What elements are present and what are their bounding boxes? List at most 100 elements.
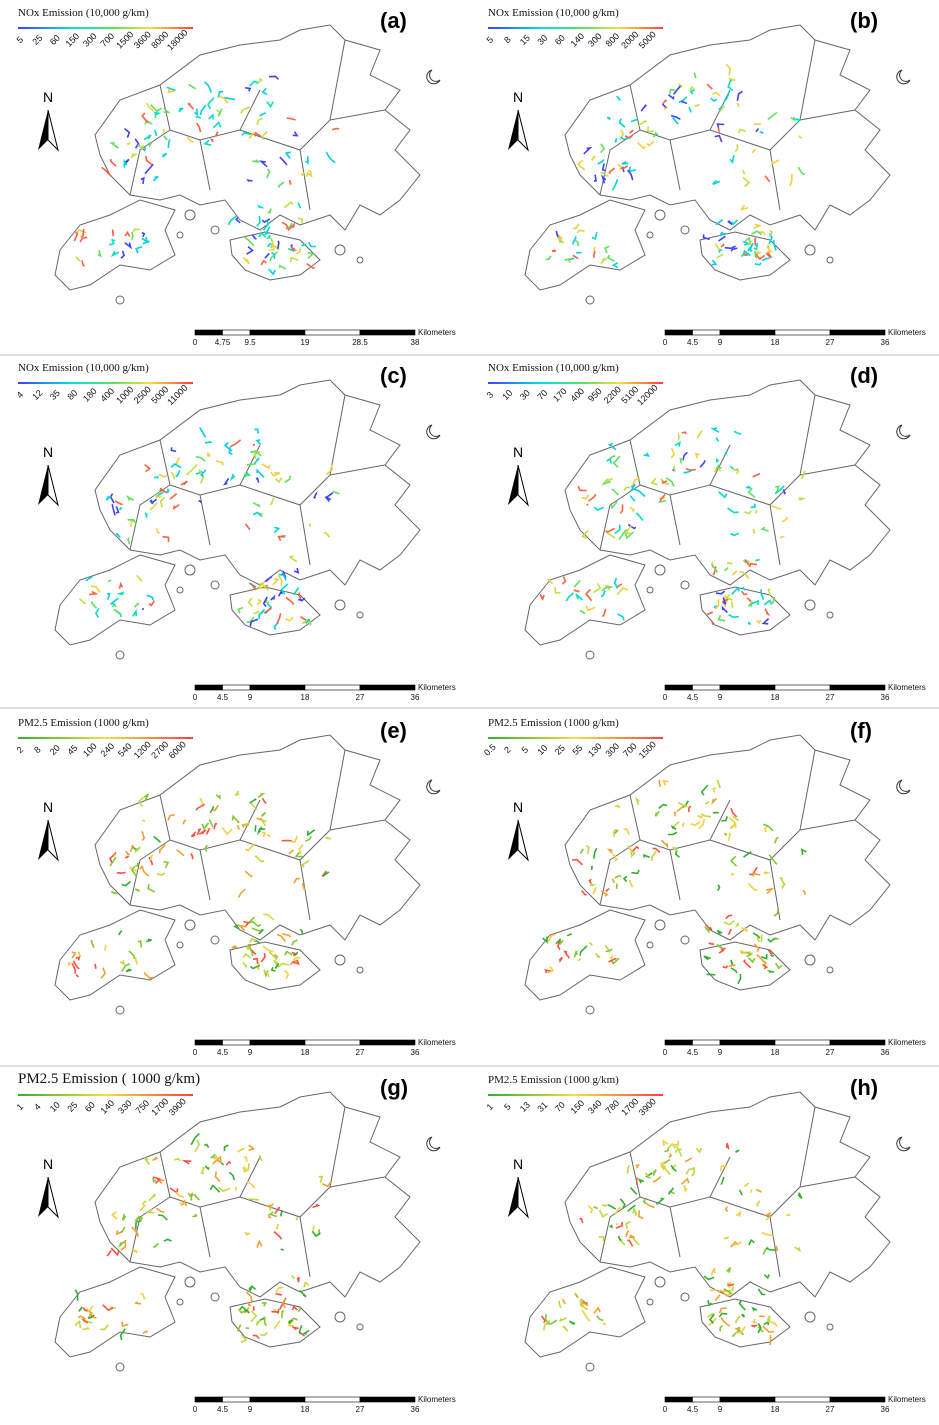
legend-label: 1700 bbox=[619, 1096, 640, 1117]
road-segment bbox=[679, 457, 684, 464]
road-segment bbox=[243, 1163, 250, 1173]
road-segment bbox=[615, 1221, 623, 1229]
road-segment bbox=[712, 787, 716, 793]
road-segment bbox=[756, 936, 760, 943]
road-segment bbox=[153, 475, 159, 479]
islet bbox=[826, 1323, 834, 1331]
road-segment bbox=[229, 473, 236, 482]
road-segment bbox=[593, 506, 605, 511]
scale-bar bbox=[359, 329, 416, 336]
panel-label: (d) bbox=[850, 363, 878, 388]
road-segment bbox=[716, 944, 724, 950]
road-segment bbox=[116, 591, 125, 596]
legend-label: 25 bbox=[65, 1100, 79, 1114]
road-segment bbox=[739, 949, 746, 954]
road-segment bbox=[223, 1144, 229, 1152]
road-segment bbox=[129, 844, 134, 853]
road-segment bbox=[693, 72, 697, 79]
islet bbox=[804, 599, 816, 611]
road-segment bbox=[589, 883, 597, 887]
road-segment bbox=[708, 942, 715, 946]
map-panel: PM2.5 Emission (1000 g/km) 2 8 20 45 100 240 54… bbox=[15, 717, 456, 1057]
road-segment bbox=[668, 94, 675, 101]
road-segment bbox=[240, 106, 250, 114]
road-segment bbox=[286, 117, 296, 121]
scale-bar bbox=[719, 329, 776, 336]
land-outline bbox=[699, 941, 791, 991]
road-segment bbox=[767, 937, 776, 943]
scale-bar bbox=[829, 1039, 886, 1046]
road-segment bbox=[107, 579, 112, 583]
road-segment bbox=[634, 796, 640, 806]
road-segment bbox=[256, 817, 263, 821]
road-segment bbox=[288, 179, 292, 185]
road-segment bbox=[685, 468, 696, 472]
road-segment bbox=[255, 439, 262, 445]
road-segment bbox=[613, 577, 619, 589]
road-segment bbox=[717, 127, 720, 134]
road-segment bbox=[258, 613, 261, 619]
road-segment bbox=[681, 100, 688, 105]
road-segment bbox=[294, 951, 299, 956]
road-segment bbox=[670, 1140, 680, 1147]
road-segment bbox=[629, 506, 635, 513]
road-segment bbox=[706, 1312, 714, 1319]
road-segment bbox=[134, 1220, 139, 1230]
road-segment bbox=[297, 202, 302, 209]
road-segment bbox=[756, 1200, 761, 1207]
road-segment bbox=[592, 250, 596, 258]
land-outline bbox=[599, 1106, 856, 1278]
panel-label: (h) bbox=[850, 1075, 878, 1100]
road-segment bbox=[697, 819, 706, 830]
road-segment bbox=[121, 963, 131, 972]
road-segment bbox=[106, 1249, 112, 1257]
road-segment bbox=[128, 950, 135, 959]
road-segment bbox=[757, 1323, 762, 1334]
road-segment bbox=[600, 143, 606, 154]
map-panel: NOx Emission (10,000 g/km)3 10 30 70 170 400 9… bbox=[485, 362, 926, 702]
road-segment bbox=[324, 496, 332, 503]
road-segment bbox=[760, 589, 765, 600]
scale-label: 9 bbox=[248, 1048, 253, 1057]
road-segment bbox=[252, 501, 261, 508]
legend-title: NOx Emission (10,000 g/km) bbox=[488, 7, 619, 19]
road-segment bbox=[769, 596, 776, 604]
road-segment bbox=[162, 535, 170, 543]
road-segment bbox=[751, 230, 763, 236]
road-segment bbox=[614, 874, 622, 879]
islet bbox=[176, 586, 184, 594]
legend-label: 10 bbox=[535, 743, 549, 757]
islet bbox=[184, 209, 196, 221]
road-segment bbox=[585, 845, 590, 855]
road-segment bbox=[767, 248, 773, 253]
road-segment bbox=[158, 473, 168, 478]
road-segment bbox=[259, 582, 269, 591]
road-segment bbox=[752, 932, 761, 939]
road-segment bbox=[661, 1164, 671, 1176]
road-segment bbox=[322, 871, 330, 878]
road-segment bbox=[198, 829, 207, 836]
road-segment bbox=[577, 485, 587, 492]
legend-label: 1000 bbox=[114, 384, 135, 405]
scale-unit: Kilometers bbox=[888, 1395, 926, 1404]
road-segment bbox=[660, 839, 669, 849]
road-segment bbox=[753, 123, 761, 126]
road-segment bbox=[574, 239, 580, 247]
road-segment bbox=[301, 882, 306, 891]
road-segment bbox=[303, 1281, 310, 1288]
legend-title: PM2.5 Emission ( 1000 g/km) bbox=[18, 1071, 200, 1087]
road-segment bbox=[94, 963, 97, 969]
road-segment bbox=[154, 129, 158, 137]
road-segment bbox=[746, 240, 753, 247]
road-segment bbox=[748, 621, 751, 625]
north-label: N bbox=[43, 1156, 53, 1172]
road-segment bbox=[255, 1319, 261, 1326]
road-segment bbox=[680, 1177, 690, 1185]
road-segment bbox=[244, 870, 253, 879]
road-segment bbox=[194, 1139, 200, 1152]
road-segment bbox=[271, 1308, 280, 1313]
road-segment bbox=[585, 605, 596, 612]
road-segment bbox=[652, 847, 661, 853]
road-segment bbox=[715, 219, 724, 226]
road-segment bbox=[571, 235, 577, 245]
